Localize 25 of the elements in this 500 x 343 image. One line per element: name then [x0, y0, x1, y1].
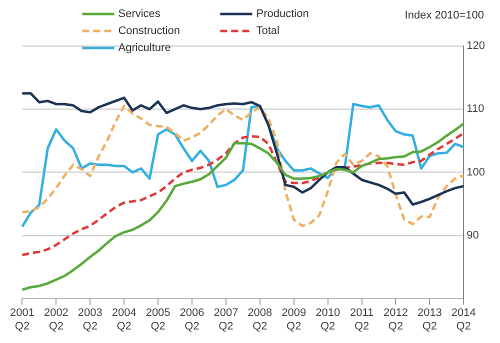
- y-tick-label: 110: [466, 103, 484, 116]
- x-tick-label: 2006 Q2: [180, 307, 204, 332]
- x-tick-label: 2001 Q2: [10, 307, 34, 332]
- y-tick-label: 100: [466, 166, 486, 178]
- x-tick-label: 2012 Q2: [383, 307, 408, 332]
- y-axis-title: Index 2010=100: [404, 10, 484, 22]
- legend-label: Services: [118, 8, 161, 20]
- x-tick-label: 2004 Q2: [112, 307, 136, 332]
- x-tick-label: 2003 Q2: [78, 307, 102, 332]
- x-tick-label: 2002 Q2: [44, 307, 68, 332]
- x-tick-label: 2011 Q2: [350, 307, 374, 332]
- legend-label: Agriculture: [118, 42, 171, 54]
- y-tick-label: 120: [466, 40, 486, 52]
- x-tick-label: 2009 Q2: [282, 307, 306, 332]
- x-tick-label: 2010 Q2: [316, 307, 340, 332]
- x-tick-label: 2008 Q2: [248, 307, 272, 332]
- x-tick-label: 2014 Q2: [451, 307, 476, 332]
- legend-label: Production: [256, 8, 309, 20]
- x-tick-label: 2005 Q2: [146, 307, 170, 332]
- legend-label: Construction: [118, 25, 180, 38]
- x-tick-label: 2007 Q2: [214, 307, 238, 332]
- y-tick-label: 90: [466, 229, 479, 242]
- x-tick-label: 2013 Q2: [417, 307, 442, 332]
- legend-label: Total: [256, 25, 280, 38]
- line-series: [20, 132, 465, 256]
